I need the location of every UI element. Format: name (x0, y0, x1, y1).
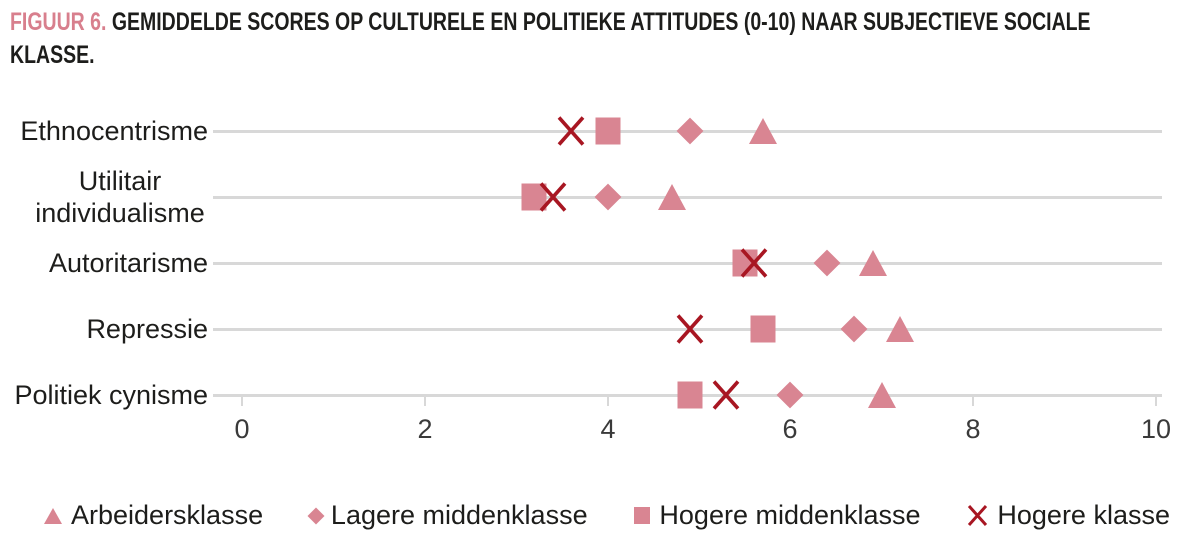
marker-diamond-lagere-middenklasse (840, 315, 868, 343)
x-tick-label: 6 (782, 414, 798, 444)
marker-triangle-arbeidersklasse (748, 118, 777, 144)
marker-x-hogere-klasse (557, 115, 586, 147)
category-label: Repressie (86, 314, 208, 344)
marker-x-hogere-klasse (538, 181, 567, 213)
marker-x-hogere-klasse (739, 247, 768, 279)
marker-triangle-arbeidersklasse (858, 250, 887, 276)
legend-item-hogere-middenklasse: Hogere middenklasse (634, 500, 921, 531)
diamond-icon (307, 507, 325, 524)
marker-square-hogere-middenklasse (750, 315, 776, 343)
x-axis-tick (1155, 396, 1157, 406)
category-label: Autoritarisme (48, 248, 208, 278)
figure-number: FIGUUR 6. (10, 8, 107, 36)
x-axis-tick (423, 396, 426, 406)
chart-area: Ethnocentrisme Utilitair individualisme … (14, 115, 1172, 444)
category-gridline (213, 195, 1162, 199)
marker-diamond-lagere-middenklasse (676, 117, 704, 145)
triangle-icon (44, 507, 62, 524)
legend-label: Lagere middenklasse (330, 500, 588, 530)
figure-title: FIGUUR 6. GEMIDDELDE SCORES OP CULTURELE… (10, 6, 1091, 72)
x-axis-tick (972, 396, 975, 406)
marker-square-hogere-middenklasse (595, 117, 621, 145)
figure-title-text: GEMIDDELDE SCORES OP CULTURELE EN POLITI… (111, 8, 1091, 36)
x-axis-tick (241, 396, 243, 406)
legend-item-hogere-klasse: Hogere klasse (967, 500, 1170, 531)
x-tick-label: 4 (600, 414, 616, 444)
marker-triangle-arbeidersklasse (657, 184, 686, 210)
category-label: Utilitair individualisme (35, 166, 205, 228)
legend: Arbeidersklasse Lagere middenklasse Hoge… (0, 500, 1200, 531)
x-axis-tick (606, 396, 609, 406)
legend-label: Arbeidersklasse (71, 500, 264, 530)
category-label: Ethnocentrisme (20, 116, 208, 146)
square-icon (634, 507, 651, 524)
marker-x-hogere-klasse (675, 313, 704, 345)
figure-title-line2: KLASSE. (10, 41, 95, 69)
figure-title-line1: FIGUUR 6. GEMIDDELDE SCORES OP CULTURELE… (10, 6, 1091, 39)
x-tick-label: 0 (234, 414, 250, 444)
x-mark-icon (967, 504, 988, 527)
marker-diamond-lagere-middenklasse (776, 381, 804, 409)
category-gridline (213, 261, 1162, 265)
x-tick-label: 2 (417, 414, 433, 444)
x-tick-label: 10 (1140, 414, 1172, 444)
marker-triangle-arbeidersklasse (886, 316, 915, 342)
legend-label: Hogere middenklasse (659, 500, 921, 530)
marker-x-hogere-klasse (712, 379, 741, 411)
category-label: Politiek cynisme (14, 380, 208, 410)
legend-label: Hogere klasse (997, 500, 1170, 530)
marker-diamond-lagere-middenklasse (594, 183, 622, 211)
marker-square-hogere-middenklasse (677, 381, 703, 409)
marker-diamond-lagere-middenklasse (813, 249, 841, 277)
legend-item-lagere-middenklasse: Lagere middenklasse (307, 500, 588, 531)
marker-triangle-arbeidersklasse (867, 382, 896, 408)
legend-item-arbeidersklasse: Arbeidersklasse (44, 500, 263, 531)
x-tick-label: 8 (965, 414, 981, 444)
